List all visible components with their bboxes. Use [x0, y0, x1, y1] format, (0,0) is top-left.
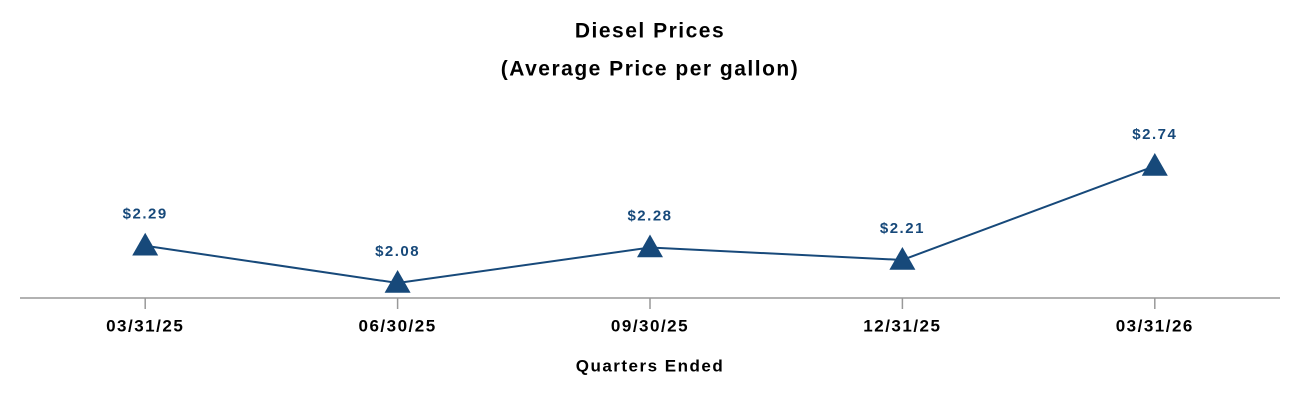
marker — [889, 246, 916, 270]
value-label: $2.08 — [375, 243, 420, 260]
x-tick-label: 06/30/25 — [359, 316, 437, 335]
x-tick-label: 12/31/25 — [863, 316, 941, 335]
marker — [1141, 153, 1168, 176]
chart-subtitle: (Average Price per gallon) — [501, 58, 799, 81]
x-tick-label: 03/31/26 — [1116, 316, 1194, 335]
marker — [384, 270, 411, 293]
marker — [132, 232, 159, 256]
x-axis-label: Quarters Ended — [576, 356, 725, 375]
value-label: $2.74 — [1132, 126, 1177, 143]
value-label: $2.21 — [880, 220, 925, 237]
x-tick-label: 09/30/25 — [611, 316, 689, 335]
chart-title: Diesel Prices — [575, 20, 725, 43]
x-tick-label: 03/31/25 — [106, 316, 184, 335]
marker — [637, 234, 663, 258]
value-label: $2.29 — [123, 206, 168, 223]
value-label: $2.28 — [627, 208, 672, 225]
